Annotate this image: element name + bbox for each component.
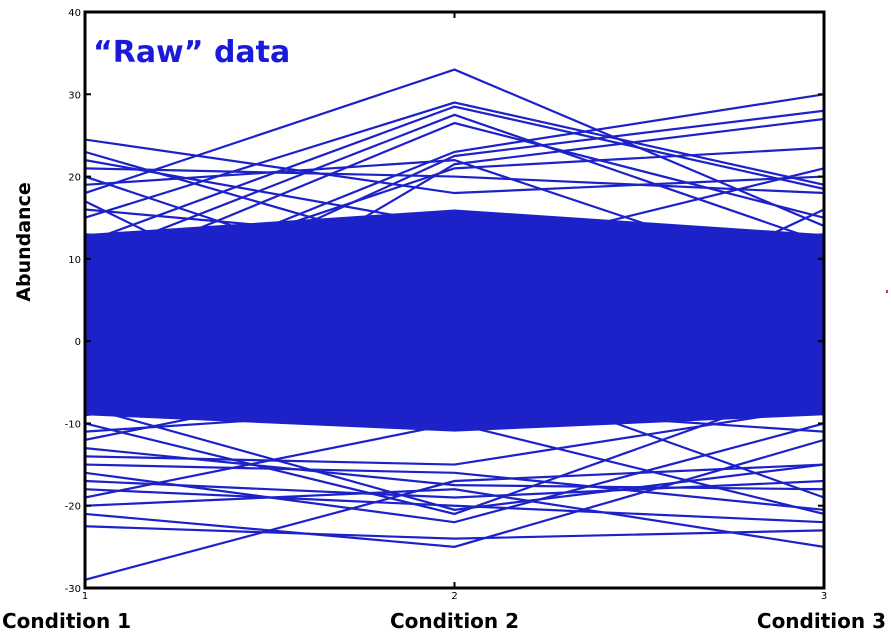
series-line-1 bbox=[85, 463, 824, 581]
y-tick-label: 0 bbox=[75, 337, 81, 348]
series-line-5 bbox=[85, 175, 824, 302]
y-axis-ticks: -30 -20 -10 0 10 20 30 40 bbox=[65, 8, 824, 595]
series-line-7 bbox=[85, 101, 824, 219]
series-line-4 bbox=[85, 159, 824, 269]
data-marker bbox=[886, 290, 888, 293]
series-line-24 bbox=[85, 422, 824, 524]
chart-title: “Raw” data bbox=[93, 35, 290, 70]
series-line-31 bbox=[85, 405, 824, 466]
y-tick-label: 10 bbox=[68, 255, 81, 266]
series-line-3 bbox=[85, 150, 824, 260]
series-line-12 bbox=[85, 109, 824, 326]
series-line-37 bbox=[85, 249, 824, 367]
series-line-26 bbox=[85, 463, 824, 511]
series-lines bbox=[85, 68, 824, 581]
series-line-25 bbox=[85, 422, 824, 516]
series-line-27 bbox=[85, 447, 824, 491]
y-tick-label: -30 bbox=[65, 584, 81, 595]
series-line-19 bbox=[85, 525, 824, 540]
series-line-2 bbox=[85, 138, 824, 195]
y-tick-label: 20 bbox=[68, 173, 81, 184]
series-line-16 bbox=[85, 200, 824, 384]
series-line-29 bbox=[85, 405, 824, 511]
series-line-20 bbox=[85, 438, 824, 548]
series-line-18 bbox=[85, 167, 824, 195]
series-line-15 bbox=[85, 117, 824, 384]
series-line-9 bbox=[85, 113, 824, 260]
y-tick-label: -10 bbox=[65, 419, 81, 430]
series-line-10 bbox=[85, 121, 824, 277]
y-tick-label: 40 bbox=[68, 8, 81, 19]
x-axis-ticks: 1 2 3 bbox=[82, 12, 827, 602]
series-line-23 bbox=[85, 479, 824, 499]
x-tick-label: 3 bbox=[821, 591, 827, 602]
series-line-36 bbox=[85, 265, 824, 392]
condition-label-3: Condition 3 bbox=[757, 609, 886, 633]
series-line-21 bbox=[85, 488, 824, 548]
series-line-32 bbox=[85, 315, 824, 359]
series-line-8 bbox=[85, 105, 824, 244]
series-line-14 bbox=[85, 159, 824, 285]
x-tick-label: 2 bbox=[451, 591, 457, 602]
series-line-22 bbox=[85, 488, 824, 524]
series-line-17 bbox=[85, 208, 824, 376]
y-axis-label: Abundance bbox=[13, 182, 35, 301]
series-line-13 bbox=[85, 146, 824, 293]
y-tick-label: -20 bbox=[65, 502, 81, 513]
series-line-39 bbox=[85, 233, 824, 269]
series-line-6 bbox=[85, 68, 824, 227]
series-line-30 bbox=[85, 364, 824, 499]
series-line-38 bbox=[85, 290, 824, 417]
y-tick-label: 30 bbox=[68, 90, 81, 101]
condition-labels: Condition 1 Condition 2 Condition 3 bbox=[2, 609, 886, 633]
series-line-35 bbox=[85, 282, 824, 400]
dense-data-band bbox=[85, 209, 824, 432]
x-tick-label: 1 bbox=[82, 591, 88, 602]
dense-band-area bbox=[85, 209, 824, 432]
series-line-40 bbox=[85, 405, 824, 433]
condition-label-2: Condition 2 bbox=[390, 609, 519, 633]
condition-label-1: Condition 1 bbox=[2, 609, 131, 633]
